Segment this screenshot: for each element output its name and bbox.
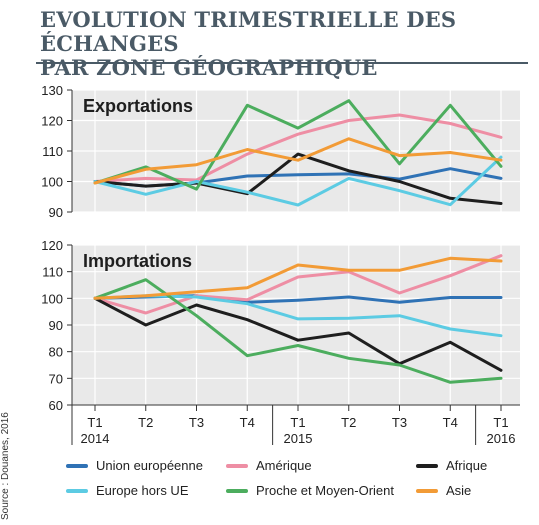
- x-tick-label: T1: [493, 415, 508, 430]
- x-tick-label: T3: [189, 415, 204, 430]
- x-tick-label: T4: [240, 415, 255, 430]
- panel-1-series-afrique: [93, 152, 503, 205]
- source-note: Source : Douanes, 2016: [0, 412, 11, 520]
- charts-svg: 90 100 110 120 130 Exportations 60 70 80 90 100 110…: [41, 83, 520, 446]
- x-tick-label: T1: [290, 415, 305, 430]
- title-line-1: EVOLUTION TRIMESTRIELLE DES ÉCHANGES: [40, 7, 457, 56]
- panel-2-series-proche-et-moyen-orient: [93, 278, 503, 384]
- title-rule: [36, 62, 528, 64]
- panel-2-series-amerique: [93, 254, 503, 315]
- panel-1-series-europe-hors-ue: [93, 155, 503, 207]
- legend-item: Afrique: [416, 458, 487, 473]
- panel-2-ytick-label: 90: [49, 318, 63, 333]
- legend-swatch: [416, 463, 438, 468]
- panel-1-series-asie: [93, 137, 503, 185]
- panel-2-series-europe-hors-ue: [93, 294, 503, 338]
- legend-item: Union européenne: [66, 458, 203, 473]
- panel-1-series-amerique: [93, 113, 503, 183]
- legend-swatch: [66, 463, 88, 468]
- panel-2-ytick-label: 80: [49, 345, 63, 360]
- x-tick-label: T3: [392, 415, 407, 430]
- legend-item: Proche et Moyen-Orient: [226, 483, 394, 498]
- panel-2-series-asie: [93, 256, 503, 300]
- chart-title: EVOLUTION TRIMESTRIELLE DES ÉCHANGES PAR…: [40, 8, 530, 80]
- panel-1-ytick-label: 120: [41, 114, 63, 129]
- panel-2-ytick-label: 100: [41, 291, 63, 306]
- legend-label: Proche et Moyen-Orient: [256, 483, 395, 498]
- legend-swatch: [66, 488, 88, 493]
- legend-item: Europe hors UE: [66, 483, 189, 498]
- panel-1-series-proche-et-moyen-orient: [93, 99, 503, 191]
- panel-1-ytick-label: 130: [41, 83, 63, 98]
- legend-label: Afrique: [446, 458, 488, 473]
- legend: Union européenne Amérique Afrique Europe ho…: [66, 458, 536, 518]
- panel-2-ytick-label: 110: [42, 265, 63, 280]
- panel-2-series-afrique: [93, 296, 503, 372]
- panel-1-title: Exportations: [83, 96, 193, 116]
- x-tick-label: T2: [138, 415, 153, 430]
- panel-2-ytick-label: 120: [41, 238, 63, 253]
- x-tick-label-year: 2016: [487, 431, 516, 446]
- legend-item: Asie: [416, 483, 471, 498]
- legend-swatch: [416, 488, 438, 493]
- panel-2-ytick-label: 60: [49, 398, 63, 413]
- legend-swatch: [226, 488, 248, 493]
- legend-label: Europe hors UE: [96, 483, 189, 498]
- legend-label: Union européenne: [96, 458, 203, 473]
- legend-label: Amérique: [256, 458, 312, 473]
- panel-1-ytick-label: 90: [49, 205, 63, 220]
- x-tick-label: T4: [443, 415, 458, 430]
- x-tick-label-year: 2015: [284, 431, 313, 446]
- panel-1-ytick-label: 110: [42, 144, 63, 159]
- x-tick-label-year: 2014: [81, 431, 110, 446]
- panel-2-ytick-label: 70: [49, 371, 63, 386]
- panel-1-ytick-label: 100: [41, 175, 63, 190]
- x-tick-label: T1: [87, 415, 102, 430]
- legend-item: Amérique: [226, 458, 312, 473]
- title-line-2: PAR ZONE GÉOGRAPHIQUE: [40, 55, 378, 80]
- x-tick-label: T2: [341, 415, 356, 430]
- legend-label: Asie: [446, 483, 472, 498]
- panel-2-title: Importations: [83, 251, 192, 271]
- legend-swatch: [226, 463, 248, 468]
